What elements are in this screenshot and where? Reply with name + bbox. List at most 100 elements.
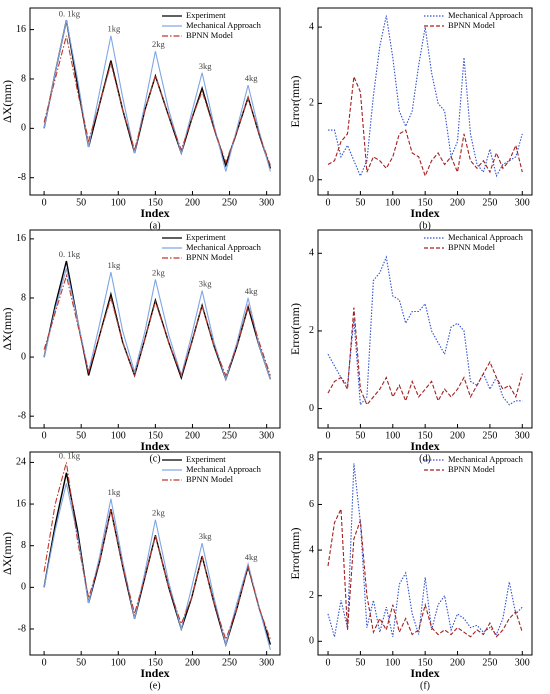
x-tick-label: 300 (515, 430, 530, 441)
caption: (f) (420, 680, 430, 691)
annotation: 0. 1kg (59, 450, 81, 460)
data-line (328, 15, 523, 178)
x-tick-label: 0 (326, 197, 331, 208)
caption: (b) (419, 220, 431, 231)
x-axis-label: Index (140, 206, 169, 220)
y-tick-label: 8 (21, 73, 26, 84)
annotation: 1kg (107, 24, 121, 34)
legend-label: BPNN Model (448, 464, 496, 474)
y-axis-label: ΔX(mm) (0, 307, 14, 350)
x-tick-label: 0 (326, 657, 331, 668)
caption: (a) (149, 220, 160, 231)
plot-frame (317, 229, 533, 429)
x-tick-label: 50 (76, 657, 86, 668)
annotation: 3kg (199, 279, 213, 289)
annotation: 3kg (199, 531, 213, 541)
annotation: 0. 1kg (59, 8, 81, 18)
legend-label: BPNN Model (186, 252, 234, 262)
x-tick-label: 200 (185, 430, 200, 441)
x-tick-label: 150 (418, 430, 433, 441)
data-line (43, 472, 272, 648)
x-tick-label: 300 (259, 430, 274, 441)
data-line (327, 307, 523, 406)
y-tick-label: 0 (21, 123, 26, 134)
y-tick-label: 16 (16, 233, 26, 244)
data-line (327, 255, 523, 407)
x-axis-label: Index (140, 439, 169, 453)
x-tick-label: 50 (76, 197, 86, 208)
y-tick-label: 4 (309, 544, 314, 555)
x-tick-label: 100 (385, 197, 400, 208)
x-tick-label: 0 (42, 430, 47, 441)
x-axis-label: Index (410, 439, 439, 453)
y-tick-label: 2 (309, 98, 314, 109)
legend-label: Experiment (186, 10, 226, 20)
x-tick-label: 150 (148, 657, 163, 668)
y-tick-label: 0 (21, 351, 26, 362)
y-tick-label: -8 (18, 623, 26, 634)
legend-label: Mechanical Approach (186, 242, 262, 252)
x-tick-label: 100 (111, 197, 126, 208)
caption: (c) (149, 453, 160, 464)
x-tick-label: 50 (76, 430, 86, 441)
y-tick-label: 0 (309, 403, 314, 414)
y-tick-label: 0 (309, 636, 314, 647)
y-tick-label: 2 (309, 590, 314, 601)
legend-label: Mechanical Approach (448, 232, 524, 242)
x-tick-label: 250 (222, 657, 237, 668)
x-axis-label: Index (140, 666, 169, 680)
x-tick-label: 250 (222, 430, 237, 441)
legend-label: Experiment (186, 232, 226, 242)
data-line (327, 74, 523, 178)
x-tick-label: 250 (222, 197, 237, 208)
plot-frame (29, 451, 281, 656)
x-tick-label: 250 (482, 430, 497, 441)
x-tick-label: 300 (259, 197, 274, 208)
legend-label: BPNN Model (448, 242, 496, 252)
y-tick-label: 2 (309, 325, 314, 336)
y-tick-label: 6 (309, 499, 314, 510)
x-tick-label: 200 (450, 197, 465, 208)
y-axis-label: ΔX(mm) (0, 80, 14, 123)
annotation: 1kg (107, 487, 121, 497)
y-tick-label: 16 (16, 24, 26, 35)
x-axis-label: Index (410, 666, 439, 680)
x-tick-label: 100 (111, 430, 126, 441)
y-axis-label: Error(mm) (288, 303, 302, 355)
y-tick-label: -8 (18, 410, 26, 421)
x-tick-label: 0 (326, 430, 331, 441)
y-tick-label: 4 (309, 21, 314, 32)
y-tick-label: 8 (21, 540, 26, 551)
legend-label: BPNN Model (448, 20, 496, 30)
y-axis-label: ΔX(mm) (0, 532, 14, 575)
annotation: 0. 1kg (59, 249, 81, 259)
x-tick-label: 300 (515, 657, 530, 668)
x-tick-label: 50 (355, 197, 365, 208)
x-tick-label: 0 (42, 657, 47, 668)
data-line (43, 273, 271, 378)
legend-label: Mechanical Approach (448, 454, 524, 464)
x-tick-label: 150 (418, 657, 433, 668)
x-tick-label: 300 (515, 197, 530, 208)
x-tick-label: 200 (185, 197, 200, 208)
annotation: 4kg (245, 286, 259, 296)
y-tick-label: 8 (309, 453, 314, 464)
plot-frame (317, 7, 533, 196)
x-tick-label: 300 (259, 657, 274, 668)
caption: (d) (419, 453, 431, 464)
annotation: 4kg (245, 552, 259, 562)
legend-label: Experiment (186, 454, 226, 464)
legend-label: BPNN Model (186, 30, 234, 40)
y-tick-label: 16 (16, 498, 26, 509)
x-tick-label: 200 (450, 657, 465, 668)
x-tick-label: 150 (148, 430, 163, 441)
x-tick-label: 50 (355, 430, 365, 441)
x-tick-label: 50 (355, 657, 365, 668)
x-tick-label: 250 (482, 197, 497, 208)
x-tick-label: 150 (418, 197, 433, 208)
annotation: 3kg (199, 61, 213, 71)
y-tick-label: 24 (16, 457, 26, 468)
x-tick-label: 150 (148, 197, 163, 208)
y-axis-label: Error(mm) (288, 76, 302, 128)
y-axis-label: Error(mm) (288, 528, 302, 580)
